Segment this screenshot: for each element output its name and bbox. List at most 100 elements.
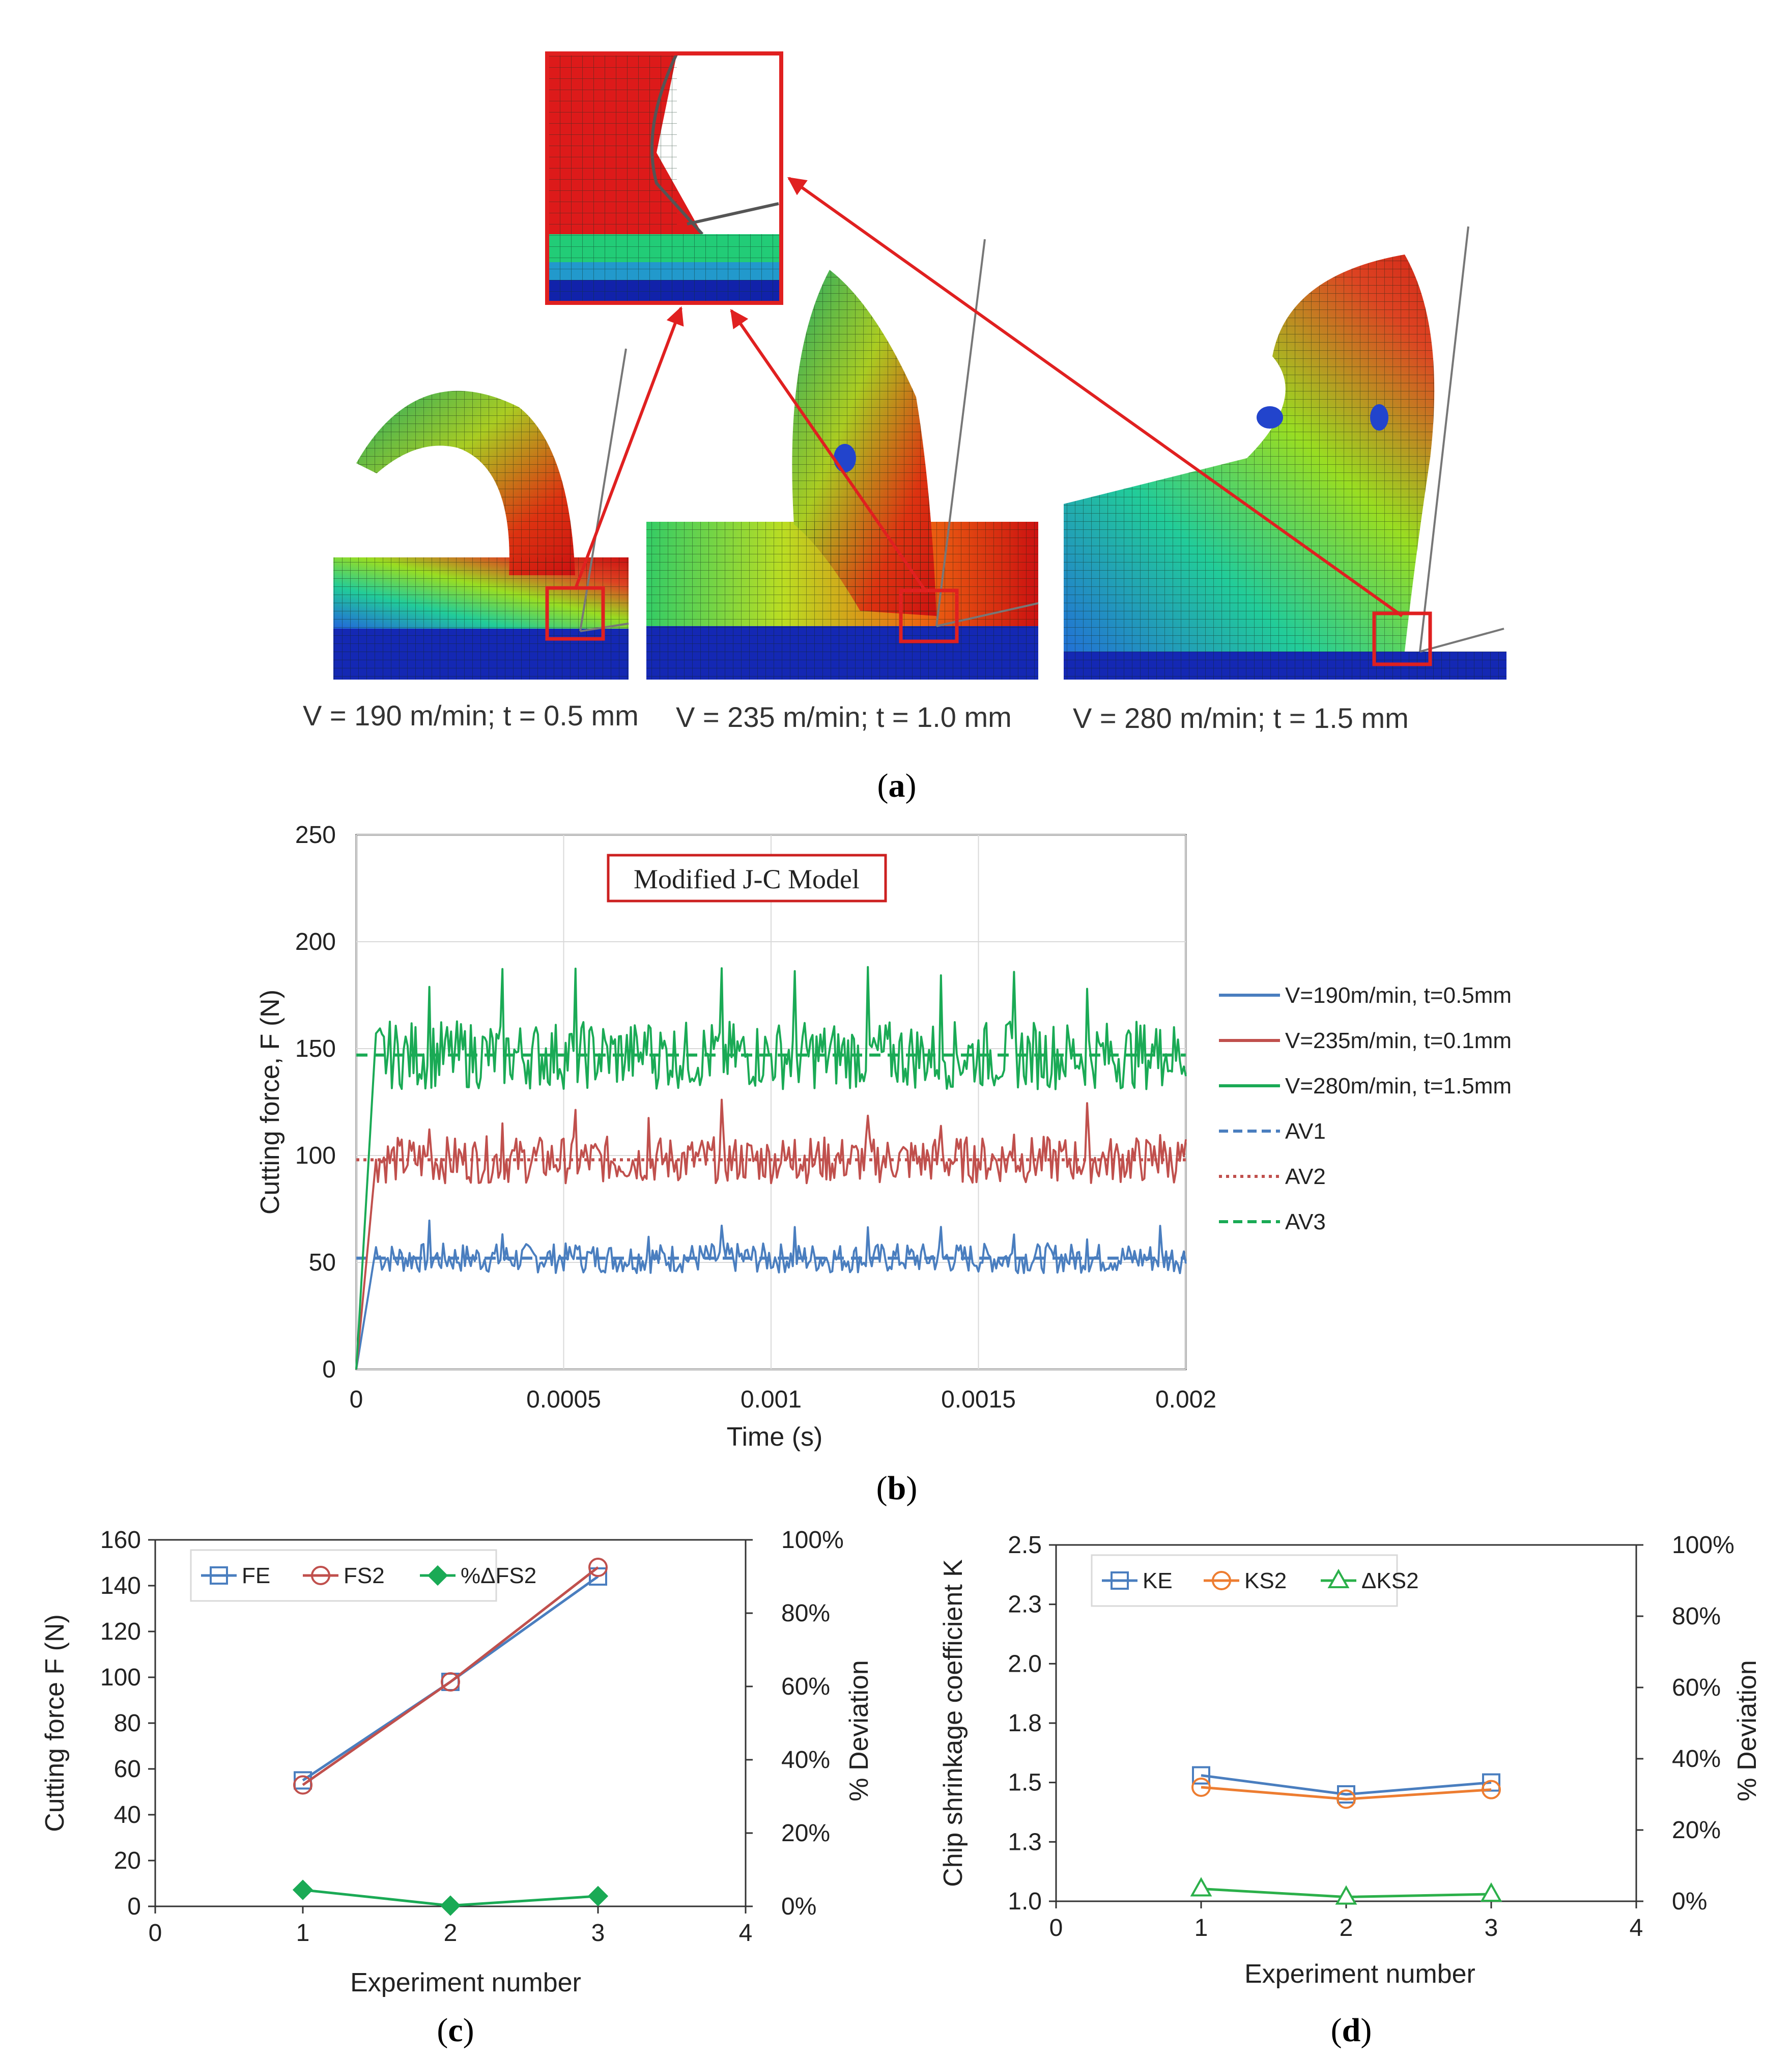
sim-caption-1: V = 190 m/min; t = 0.5 mm bbox=[303, 699, 639, 731]
chart-b-series-line bbox=[355, 1219, 1187, 1370]
chart-b-ytick: 200 bbox=[295, 928, 336, 955]
chartD-xtick: 1 bbox=[1194, 1915, 1208, 1941]
chartD-legend-box bbox=[1091, 1554, 1398, 1607]
chartC-data-point bbox=[588, 1558, 608, 1577]
chart-b-ytick: 100 bbox=[295, 1142, 336, 1169]
chartC-series-line bbox=[302, 1566, 599, 1786]
chartC-data-point bbox=[292, 1879, 314, 1900]
chart-b-grid bbox=[356, 834, 1186, 1370]
chartD-series-line bbox=[1201, 1786, 1492, 1800]
chartC-data-point bbox=[293, 1775, 312, 1795]
chartD-data-point bbox=[1192, 1766, 1210, 1785]
chartD-data-point bbox=[1335, 1885, 1357, 1905]
chartD-y2tick: 80% bbox=[1672, 1603, 1721, 1630]
zoom-inset bbox=[545, 51, 783, 305]
chartC-ytick: 120 bbox=[100, 1618, 141, 1645]
chartC-legend-marker bbox=[311, 1566, 330, 1585]
chartD-xtick: 4 bbox=[1630, 1915, 1643, 1941]
chartC-ytick: 160 bbox=[100, 1527, 141, 1554]
chartD-legend-marker bbox=[1212, 1571, 1231, 1590]
chart-b-ticks: 0 50 100 150 200 250 0 0.0005 0.001 0.0015 0.002 bbox=[295, 822, 1216, 1413]
chart-b-legend-label: AV3 bbox=[1285, 1209, 1326, 1234]
chartC-ytick: 140 bbox=[100, 1572, 141, 1599]
panel-b-letter: b bbox=[888, 1470, 906, 1507]
chart-b-xtick: 0.002 bbox=[1155, 1386, 1216, 1413]
chart-b-xtick: 0.001 bbox=[741, 1386, 802, 1413]
chart-b-legend-label: V=190m/min, t=0.5mm bbox=[1285, 983, 1512, 1008]
chart-b: 0 50 100 150 200 250 0 0.0005 0.001 0.0015 0.002 M… bbox=[255, 822, 1512, 1507]
sim-caption-2: V = 235 m/min; t = 1.0 mm bbox=[676, 701, 1012, 733]
chartC-ytick: 100 bbox=[100, 1664, 141, 1691]
chartD-legend-marker bbox=[1111, 1571, 1129, 1590]
chartD-data-point bbox=[1336, 1789, 1356, 1809]
chart-d-y2label: % Deviation bbox=[1732, 1660, 1762, 1801]
chartD-legend-marker bbox=[1327, 1568, 1350, 1588]
chartD-data-point bbox=[1190, 1877, 1212, 1897]
chart-d-series bbox=[1190, 1766, 1502, 1905]
chart-b-legend-label: AV1 bbox=[1285, 1119, 1326, 1144]
chartD-data-point bbox=[1191, 1778, 1211, 1797]
panel-a-label: (a) bbox=[877, 767, 917, 804]
chartC-y2tick: 100% bbox=[781, 1527, 844, 1554]
chartD-ytick: 2.5 bbox=[1008, 1532, 1042, 1559]
chartD-data-point bbox=[1480, 1882, 1502, 1902]
chart-c-ticks: 0 20 40 60 80 100 120 140 160 0% 20% 40% 60% 80% 100% 0… bbox=[100, 1527, 844, 1947]
chartD-ytick: 1.5 bbox=[1008, 1769, 1042, 1796]
chart-b-title-box: Modified J-C Model bbox=[607, 854, 887, 903]
chart-b-series-line bbox=[355, 1099, 1187, 1370]
chart-b-ytick: 50 bbox=[309, 1249, 336, 1276]
chart-c: 0 20 40 60 80 100 120 140 160 0% 20% 40% 60% 80% 100% 0… bbox=[40, 1527, 874, 2049]
chartD-series-line bbox=[1201, 1774, 1492, 1796]
chart-b-series bbox=[355, 966, 1187, 1370]
chart-d-ticks: 1.0 1.3 1.5 1.8 2.0 2.3 2.5 0% 20% 40% 60% 80% 100% 0… bbox=[1008, 1532, 1734, 1941]
chartC-legend-label: FE bbox=[242, 1563, 270, 1588]
chartD-y2tick: 20% bbox=[1672, 1817, 1721, 1844]
chartD-y2tick: 40% bbox=[1672, 1746, 1721, 1772]
chartC-y2tick: 60% bbox=[781, 1673, 830, 1700]
chartD-ytick: 2.0 bbox=[1008, 1650, 1042, 1677]
chartC-xtick: 1 bbox=[296, 1920, 310, 1947]
chartC-legend-label: %ΔFS2 bbox=[461, 1563, 536, 1588]
chartC-legend-marker bbox=[210, 1566, 228, 1585]
chartD-xtick: 2 bbox=[1340, 1915, 1353, 1941]
panel-a-letter: a bbox=[889, 767, 905, 804]
simulation-3 bbox=[1064, 226, 1506, 680]
chartC-xtick: 2 bbox=[444, 1920, 458, 1947]
chartC-ytick: 0 bbox=[127, 1893, 141, 1920]
chartC-xtick: 4 bbox=[739, 1920, 753, 1947]
chart-b-legend-label: V=235m/min, t=0.1mm bbox=[1285, 1028, 1512, 1053]
chartD-ytick: 1.8 bbox=[1008, 1710, 1042, 1737]
panel-d-letter: d bbox=[1342, 2012, 1361, 2049]
chartC-ytick: 60 bbox=[114, 1756, 141, 1783]
chartC-ytick: 40 bbox=[114, 1801, 141, 1828]
chartD-y2tick: 100% bbox=[1672, 1532, 1734, 1559]
chart-b-legend-label: AV2 bbox=[1285, 1164, 1326, 1189]
chart-b-legend-label: V=280m/min, t=1.5mm bbox=[1285, 1074, 1512, 1099]
chart-b-series-line bbox=[355, 966, 1187, 1370]
chart-b-ytick: 0 bbox=[322, 1356, 336, 1383]
chartC-ytick: 20 bbox=[114, 1847, 141, 1874]
chart-d-ylabel: Chip shrinkage coefficient K bbox=[938, 1559, 968, 1887]
chart-d-xlabel: Experiment number bbox=[1244, 1959, 1475, 1989]
chart-d-legend: KE KS2 ΔKS2 bbox=[1091, 1554, 1419, 1607]
panel-d-label: (d) bbox=[1331, 2012, 1372, 2049]
panel-b-label: (b) bbox=[876, 1470, 918, 1507]
panel-a: V = 190 m/min; t = 0.5 mm V = 235 m/min;… bbox=[303, 51, 1506, 804]
chartD-legend-label: KE bbox=[1143, 1568, 1173, 1593]
chart-b-legend: V=190m/min, t=0.5mm V=235m/min, t=0.1mm V=… bbox=[1219, 983, 1512, 1234]
panel-c-label: (c) bbox=[437, 2012, 474, 2049]
sim-caption-3: V = 280 m/min; t = 1.5 mm bbox=[1073, 702, 1409, 734]
chart-b-xtick: 0 bbox=[350, 1386, 363, 1413]
chartD-ytick: 2.3 bbox=[1008, 1591, 1042, 1618]
chartC-legend-label: FS2 bbox=[344, 1563, 385, 1588]
chartD-ytick: 1.3 bbox=[1008, 1828, 1042, 1855]
chartD-ytick: 1.0 bbox=[1008, 1888, 1042, 1915]
chart-c-series bbox=[292, 1558, 609, 1916]
chartD-data-point bbox=[1482, 1780, 1501, 1799]
chart-c-y2label: % Deviation bbox=[844, 1660, 874, 1801]
chartC-data-point bbox=[441, 1672, 460, 1692]
chartC-y2tick: 20% bbox=[781, 1820, 830, 1847]
panel-c-letter: c bbox=[448, 2012, 463, 2049]
chart-b-ylabel: Cutting force, F (N) bbox=[255, 990, 285, 1215]
